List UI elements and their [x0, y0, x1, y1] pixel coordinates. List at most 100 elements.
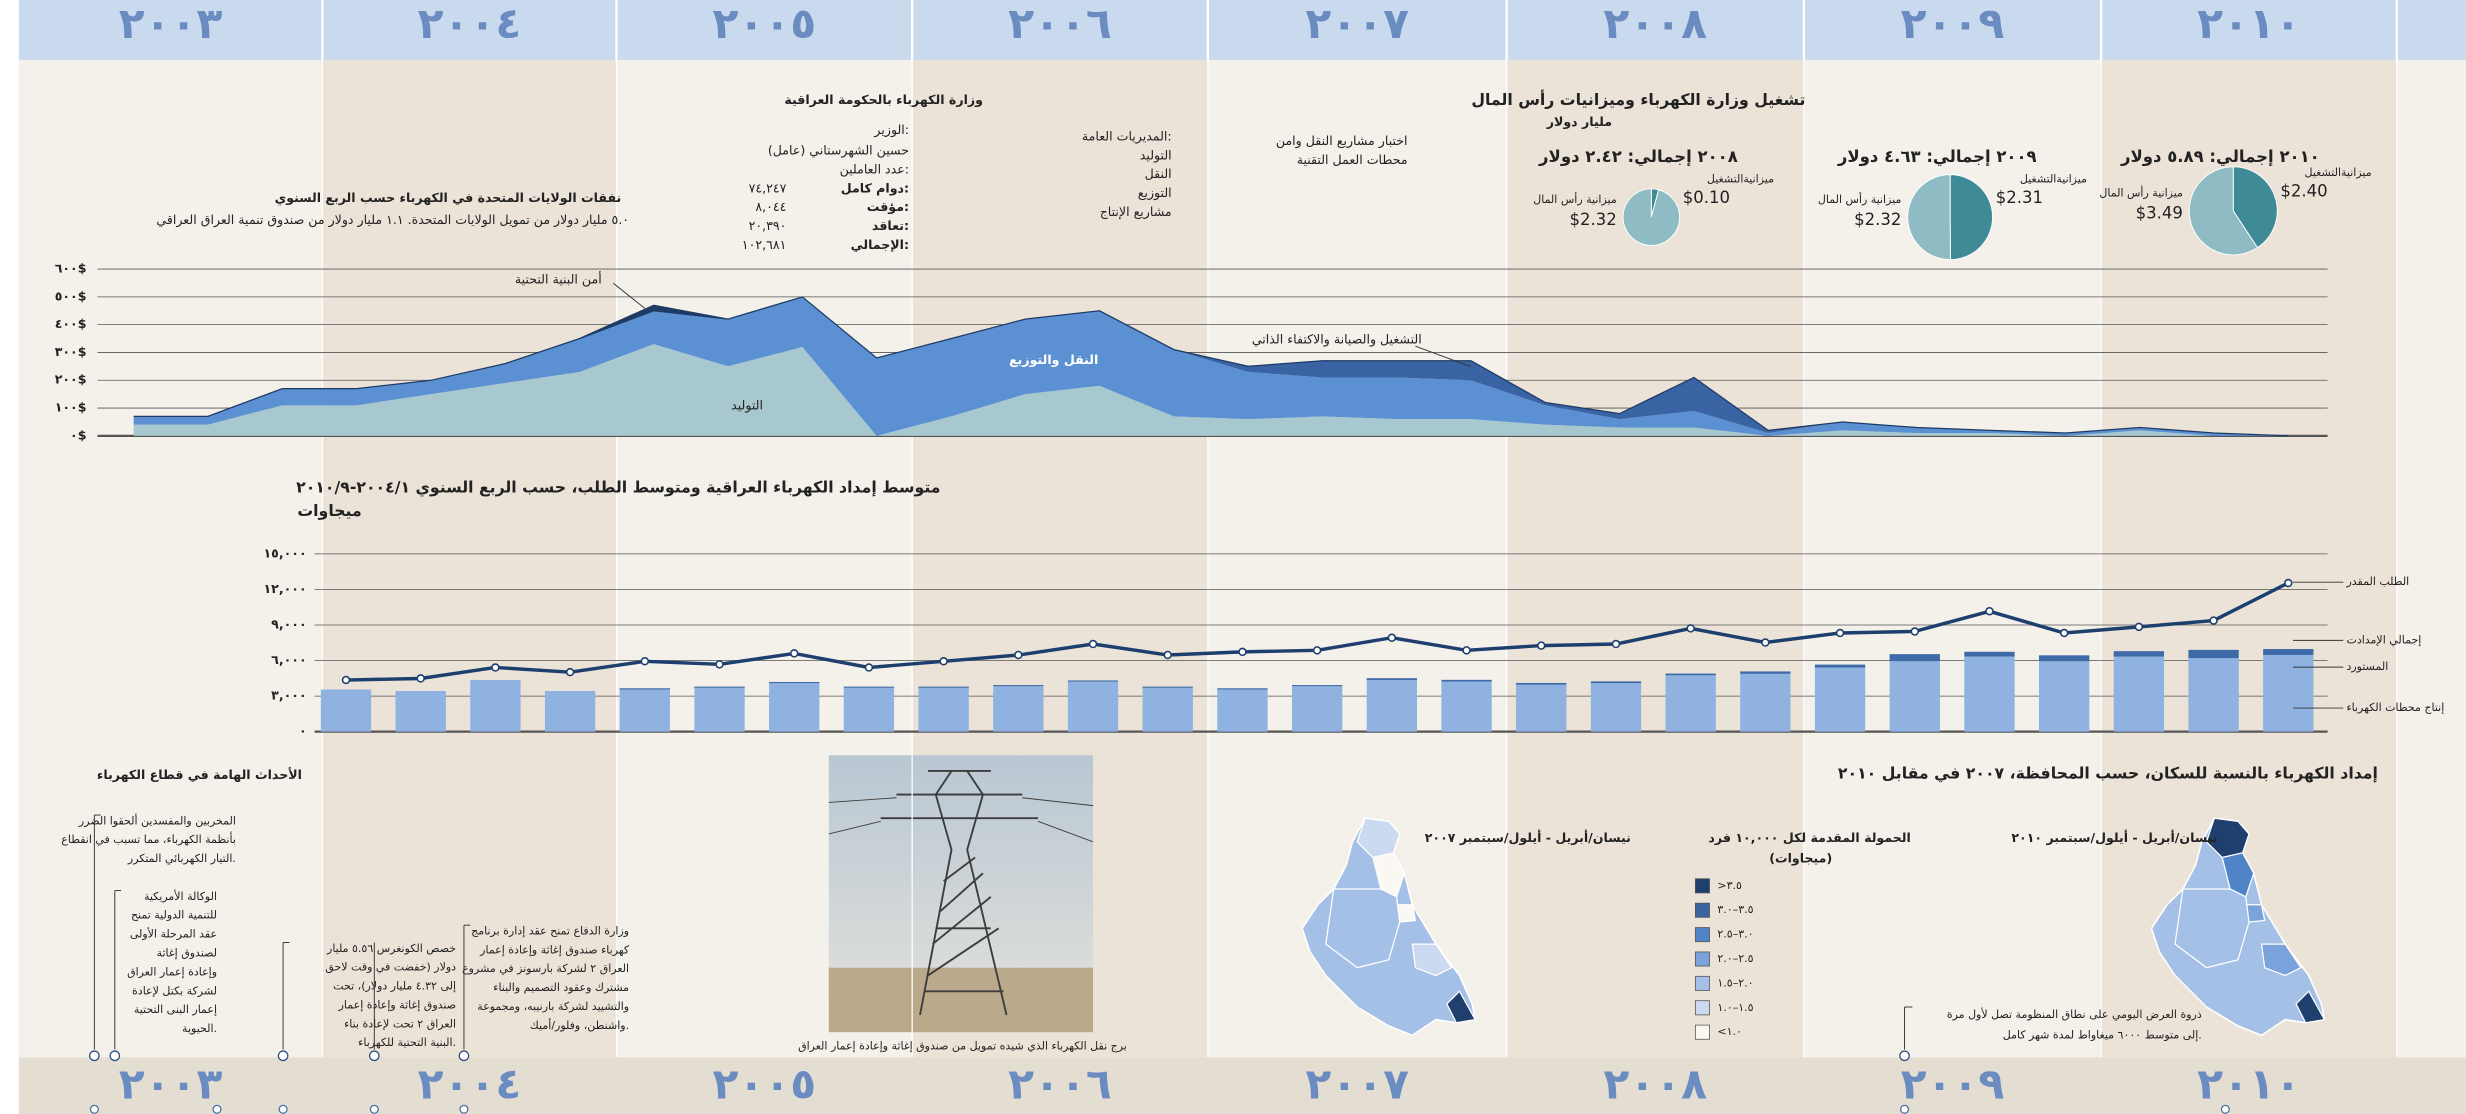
label: ١٠٠$ — [55, 400, 87, 415]
label: ميزانيةالتشغيل — [2020, 172, 2087, 185]
label: إجمالي الإمدادت — [2346, 633, 2421, 646]
label: $2.32 — [1854, 210, 1901, 229]
label: ٢.٥–٢.٠ — [1717, 952, 1753, 965]
label: ٣.٠–٢.٥ — [1717, 928, 1753, 941]
label: نيسان/أبريل - أيلول/سبتمبر ٢٠١٠ — [2011, 829, 2217, 845]
label: ٢٠٠٨ — [1603, 0, 1707, 49]
label: تعاقد: — [872, 218, 909, 233]
bar — [396, 691, 446, 732]
label: المخربين والمفسدين ألحقوا الضرر — [78, 813, 236, 827]
timeline-marker — [459, 1051, 468, 1060]
footer-band — [19, 1057, 2466, 1114]
bar — [1367, 680, 1417, 732]
label: نيسان/أبريل - أيلول/سبتمبر ٢٠٠٧ — [1425, 829, 1631, 845]
timeline-marker — [110, 1051, 119, 1060]
bar — [2263, 649, 2313, 655]
bar — [1292, 685, 1342, 686]
label: ٤٠٠$ — [55, 316, 87, 331]
point — [1762, 639, 1769, 646]
label: ٣٠٠$ — [55, 344, 87, 359]
label: ١٠٢,٦٨١ — [742, 237, 787, 252]
label: ٢٠٠٩ إجمالي: ٤.٦٣ دولار — [1837, 147, 2037, 167]
year-column — [2397, 0, 2466, 1114]
bar — [1591, 683, 1641, 731]
bar — [1815, 668, 1865, 732]
label: واشنطن، وفلور/أميك. — [530, 1018, 629, 1032]
label: الحيوية. — [182, 1022, 217, 1035]
photo — [829, 755, 1093, 1032]
label: التيار الكهربائي المتكرر. — [127, 852, 236, 865]
legend-swatch — [1695, 1001, 1709, 1015]
bar — [2114, 657, 2164, 732]
bar — [1068, 680, 1118, 681]
legend-swatch — [1695, 903, 1709, 917]
label: كهرباء صندوق إغاثة وإعادة إعمار — [479, 943, 630, 956]
legend-swatch — [1695, 952, 1709, 966]
footer-marker — [279, 1105, 287, 1113]
bar — [2039, 655, 2089, 661]
label: ميزانية رأس المال — [1533, 192, 1617, 206]
bar — [620, 689, 670, 731]
bar — [844, 688, 894, 732]
point — [417, 675, 424, 682]
bar — [918, 687, 968, 688]
label: إعمار البنى التحتية — [134, 1003, 217, 1016]
bar — [1516, 683, 1566, 685]
label: ٢.٠–١.٥ — [1717, 976, 1753, 989]
timeline-marker — [370, 1051, 379, 1060]
label: اختبار مشاريع النقل وامن — [1276, 133, 1408, 149]
label: ميجاوات — [297, 501, 361, 520]
point — [1463, 647, 1470, 654]
label: عقد المرحلة الأولى — [130, 927, 217, 941]
label: ٢٠٠٤ — [418, 1061, 522, 1110]
point — [1015, 652, 1022, 659]
label: ٦٠٠$ — [55, 261, 87, 276]
point — [1239, 648, 1246, 655]
label: تشغيل وزارة الكهرباء وميزانيات رأس المال — [1471, 89, 1805, 109]
label: $2.31 — [1996, 188, 2043, 207]
label: ٣.٥–٣.٠ — [1717, 903, 1753, 916]
bar — [993, 685, 1043, 686]
label: مؤقت: — [867, 199, 909, 214]
point — [641, 658, 648, 665]
label: ٢٠٠٧ — [1305, 0, 1409, 49]
label: النقل — [1145, 166, 1172, 181]
point — [1538, 642, 1545, 649]
point — [791, 650, 798, 657]
label: الحمولة المقدمة لكل ١٠,٠٠٠ فرد — [1708, 830, 1910, 845]
label: مشاريع الإنتاج — [1100, 204, 1172, 220]
bar — [620, 688, 670, 689]
point — [1090, 641, 1097, 648]
label: ٢٠١٠ — [2197, 1061, 2301, 1110]
pie-slice — [1623, 189, 1680, 246]
infographic: ٢٠٠٣٢٠٠٣٢٠٠٤٢٠٠٤٢٠٠٥٢٠٠٥٢٠٠٦٢٠٠٦٢٠٠٧٢٠٠٧… — [0, 0, 2466, 1114]
legend-swatch — [1695, 976, 1709, 990]
label: بأنظمة الكهرباء، مما تسبب في انقطاع — [61, 831, 236, 846]
label: النقل والتوزيع — [1009, 352, 1098, 367]
label: الإجمالي: — [851, 237, 909, 252]
bar — [694, 687, 744, 688]
point — [2285, 580, 2292, 587]
label: >٣.٥ — [1717, 879, 1742, 892]
label: الأحداث الهامة في قطاع الكهرباء — [97, 767, 302, 782]
label: دولار (خفضت في وقت لاحق — [325, 961, 456, 975]
point — [492, 664, 499, 671]
label: ٢٠٠٤ — [418, 0, 522, 49]
bar — [1815, 665, 1865, 668]
bar — [1665, 674, 1715, 676]
point — [716, 661, 723, 668]
bar — [1441, 682, 1491, 732]
label: المستورد — [2346, 660, 2388, 673]
label: ٠$ — [70, 427, 86, 442]
point — [1164, 652, 1171, 659]
label: إمداد الكهرباء بالنسبة للسكان، حسب المحا… — [1838, 764, 2378, 784]
label: عدد العاملين: — [840, 161, 909, 177]
page: ٢٠٠٣٢٠٠٣٢٠٠٤٢٠٠٤٢٠٠٥٢٠٠٥٢٠٠٦٢٠٠٦٢٠٠٧٢٠٠٧… — [0, 0, 2466, 1114]
label: حسين الشهرستاني (عامل) — [768, 143, 909, 159]
label: ٥٠٠$ — [55, 288, 87, 303]
label: لصندوق إغاثة — [157, 947, 217, 960]
bar — [694, 688, 744, 732]
timeline-marker — [1900, 1051, 1909, 1060]
label: ١.٥–١.٠ — [1717, 1001, 1753, 1014]
point — [1986, 608, 1993, 615]
